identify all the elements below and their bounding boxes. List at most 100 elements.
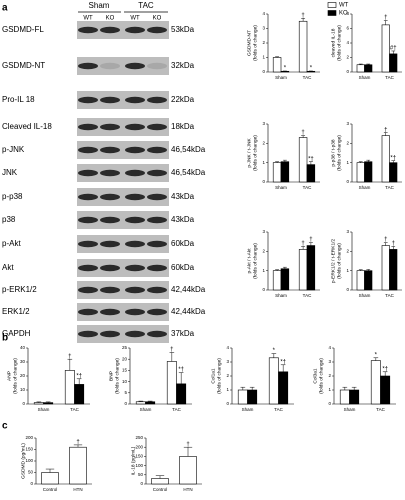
blot-band [147,96,167,104]
blot-row-label: Cleaved IL-18 [2,122,52,131]
blot-band [78,286,98,294]
y-tick-label: 2 [262,141,265,146]
blot-band [78,264,98,272]
bar [298,20,308,73]
y-axis-label: cleaved IL-18 [330,28,336,57]
x-tick-label: TAC [274,407,283,412]
y-tick-label: 2 [346,55,349,60]
blot-band [100,26,120,34]
lane-label: WT [83,16,93,22]
x-tick-label: TAC [303,75,312,80]
x-tick-label: Sham [344,407,356,412]
blot-strip [77,141,169,159]
y-tick-label: 4 [346,40,349,45]
blot-strip [77,91,169,109]
lane-label: WT [130,16,140,22]
bar [176,383,187,405]
y-axis-label: (folds of change) [336,135,342,171]
x-tick-label: Control [43,487,58,492]
blot-row-label: GSDMD-FL [2,25,44,34]
blot-row-label: GAPDH [2,329,31,338]
y-tick-label: 1 [262,268,265,273]
blot-band [100,96,120,104]
significance-mark: *† [76,373,82,379]
significance-mark: * [273,348,276,354]
blot-band [125,193,145,201]
error-bar [383,132,388,136]
y-tick-label: 2 [346,249,349,254]
blot-band [125,62,145,70]
legend-label: WT [339,3,349,9]
error-bar [358,161,363,163]
blot-band [100,330,120,338]
blot-band [78,96,98,104]
significance-mark: *† [308,156,314,162]
y-tick-label: 6 [346,26,349,31]
blot-strip [77,281,169,299]
bar [272,57,282,73]
y-tick-label: 4 [226,345,229,350]
y-tick-label: 0 [30,481,33,486]
blot-band [100,264,120,272]
blot-band [100,146,120,154]
blot-band [147,216,167,224]
significance-mark: #† [390,46,397,52]
bar [145,401,156,405]
error-bar [351,386,357,390]
blot-strip [77,325,169,343]
blot-band [100,216,120,224]
x-tick-label: TAC [385,293,394,298]
y-tick-label: 2 [328,373,331,378]
significance-mark: † [301,13,304,19]
error-bar [282,266,287,269]
y-tick-label: 0 [226,401,229,406]
blot-row-label: Akt [2,263,14,272]
error-bar [282,159,287,162]
bar [381,245,390,291]
blot-row-size: 42,44kDa [171,285,206,294]
y-tick-label: 0 [124,401,127,406]
bar [380,375,391,405]
blot-row-label: p38 [2,215,16,224]
x-tick-label: HTN [73,487,82,492]
bar [306,245,316,291]
y-axis-label: (folds of change) [12,358,18,394]
x-tick-label: Control [153,487,168,492]
bar [364,64,373,73]
y-tick-label: 50 [138,472,144,477]
blot-band [78,240,98,248]
blot-strip [77,211,169,229]
blot-row-label: p-p38 [2,192,23,201]
bar [43,402,54,405]
significance-mark: † [301,241,304,247]
group-label: TAC [138,1,154,10]
legend-swatch [327,10,337,16]
blot-band [147,62,167,70]
legend-swatch [327,2,337,8]
significance-mark: † [68,354,71,360]
y-tick-label: 100 [135,463,143,468]
x-tick-label: TAC [172,407,181,412]
bar [268,357,279,405]
y-tick-label: 3 [346,229,349,234]
blot-band [78,26,98,34]
y-tick-label: 1 [226,387,229,392]
blot-band [78,216,98,224]
error-bar [301,18,306,22]
blot-band [100,169,120,177]
bar [272,162,282,183]
y-tick-label: 0 [346,179,349,184]
blot-band [147,193,167,201]
blot-band [125,96,145,104]
y-tick-label: 3 [346,121,349,126]
y-tick-label: 0 [346,69,349,74]
blot-band [125,169,145,177]
error-bar [342,386,348,390]
x-tick-label: TAC [303,185,312,190]
bar [135,401,146,405]
blot-strip [77,259,169,277]
error-bar [45,401,51,403]
panel-label: c [2,421,8,432]
y-tick-label: 3 [262,229,265,234]
blot-strip [77,118,169,136]
